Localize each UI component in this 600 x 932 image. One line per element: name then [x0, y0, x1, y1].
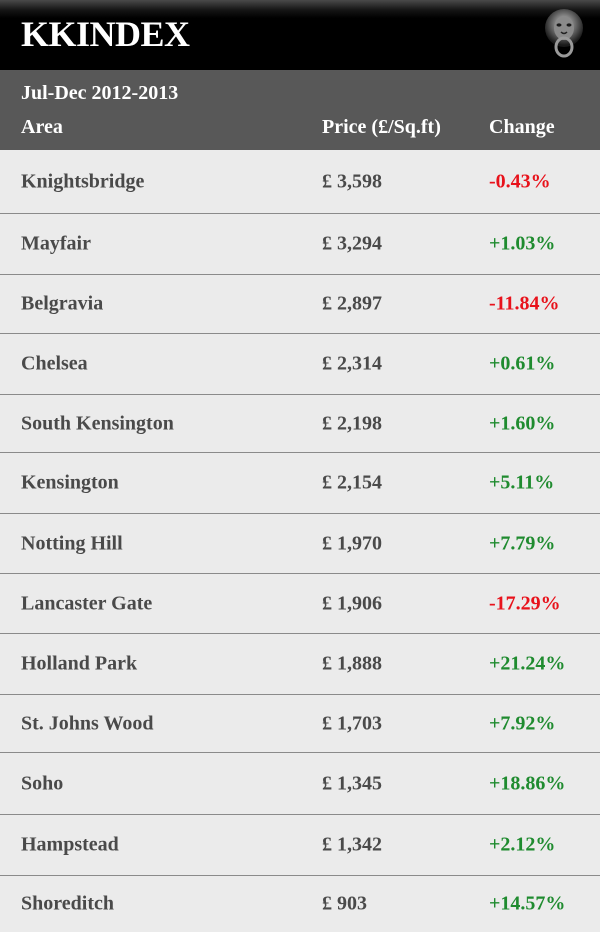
lion-head-knocker-icon[interactable] [542, 6, 586, 60]
table-row[interactable]: Knightsbridge £ 3,598 -0.43% [0, 150, 600, 213]
price-table: Knightsbridge £ 3,598 -0.43% Mayfair £ 3,294… [0, 150, 600, 932]
change-value: +0.61% [489, 352, 556, 375]
price-value: £ 1,342 [322, 833, 382, 856]
table-row[interactable]: South Kensington £ 2,198 +1.60% [0, 394, 600, 452]
change-value: +21.24% [489, 652, 566, 675]
column-header-change: Change [489, 116, 555, 138]
area-name: Hampstead [21, 833, 119, 856]
change-value: +14.57% [489, 892, 566, 915]
table-row[interactable]: Mayfair £ 3,294 +1.03% [0, 213, 600, 274]
price-value: £ 2,314 [322, 352, 382, 375]
table-row[interactable]: Chelsea £ 2,314 +0.61% [0, 333, 600, 394]
table-row[interactable]: St. Johns Wood £ 1,703 +7.92% [0, 694, 600, 752]
area-name: South Kensington [21, 412, 174, 434]
table-row[interactable]: Lancaster Gate £ 1,906 -17.29% [0, 573, 600, 633]
change-value: +18.86% [489, 772, 566, 794]
column-header-area: Area [21, 116, 63, 138]
change-value: +1.60% [489, 412, 556, 434]
change-value: +5.11% [489, 471, 555, 494]
change-value: -11.84% [489, 292, 560, 315]
price-value: £ 1,906 [322, 592, 382, 614]
area-name: Notting Hill [21, 532, 123, 554]
price-value: £ 1,703 [322, 712, 382, 734]
area-name: St. Johns Wood [21, 712, 154, 734]
change-value: +7.92% [489, 712, 556, 734]
column-header-price: Price (£/Sq.ft) [322, 116, 441, 138]
area-name: Kensington [21, 471, 119, 494]
price-value: £ 2,897 [322, 292, 382, 315]
period-label: Jul-Dec 2012-2013 [21, 82, 179, 104]
price-value: £ 1,970 [322, 532, 382, 554]
price-value: £ 3,598 [322, 170, 382, 192]
table-row[interactable]: Soho £ 1,345 +18.86% [0, 752, 600, 814]
price-value: £ 2,154 [322, 471, 382, 494]
table-row[interactable]: Hampstead £ 1,342 +2.12% [0, 814, 600, 875]
table-row[interactable]: Shoreditch £ 903 +14.57% [0, 875, 600, 932]
table-row[interactable]: Notting Hill £ 1,970 +7.79% [0, 513, 600, 573]
table-row[interactable]: Kensington £ 2,154 +5.11% [0, 452, 600, 513]
change-value: +7.79% [489, 532, 556, 554]
price-value: £ 903 [322, 892, 367, 915]
area-name: Holland Park [21, 652, 138, 675]
change-value: -0.43% [489, 170, 551, 192]
area-name: Shoreditch [21, 892, 114, 915]
area-name: Chelsea [21, 352, 88, 375]
area-name: Soho [21, 772, 64, 794]
price-value: £ 2,198 [322, 412, 382, 434]
brand-title: KKINDEX [21, 14, 190, 54]
table-row[interactable]: Belgravia £ 2,897 -11.84% [0, 274, 600, 333]
area-name: Belgravia [21, 292, 104, 315]
table-header: Jul-Dec 2012-2013 Area Price (£/Sq.ft) C… [0, 70, 600, 150]
price-value: £ 1,888 [322, 652, 382, 675]
change-value: +2.12% [489, 833, 556, 856]
change-value: -17.29% [489, 592, 561, 614]
table-row[interactable]: Holland Park £ 1,888 +21.24% [0, 633, 600, 694]
area-name: Knightsbridge [21, 170, 145, 192]
price-value: £ 3,294 [322, 232, 382, 255]
price-value: £ 1,345 [322, 772, 382, 794]
area-name: Mayfair [21, 232, 91, 255]
app-header: KKINDEX [0, 0, 600, 70]
change-value: +1.03% [489, 232, 556, 255]
area-name: Lancaster Gate [21, 592, 153, 614]
